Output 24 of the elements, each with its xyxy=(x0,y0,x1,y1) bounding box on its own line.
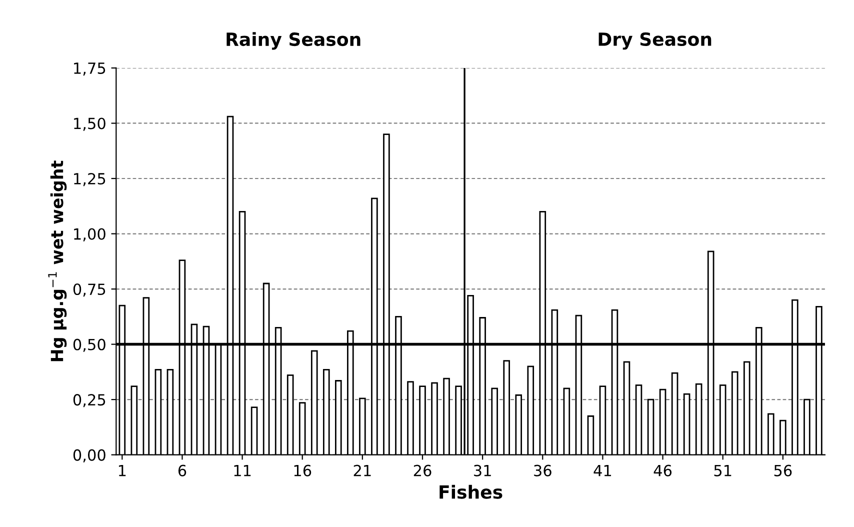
x-tick-label: 41 xyxy=(594,464,612,476)
x-tick-label: 31 xyxy=(474,464,491,476)
x-tick-label: 36 xyxy=(534,464,552,476)
y-tick-label: 0,75 xyxy=(73,283,106,297)
x-tick-label: 56 xyxy=(774,464,792,476)
y-tick-label: 1,00 xyxy=(74,228,106,242)
y-tick-label: 0,25 xyxy=(73,394,106,408)
y-axis-title: Hg µg.g$^{−1}$ wet weight xyxy=(48,160,67,362)
x-tick-label: 51 xyxy=(714,464,732,476)
x-tick-label: 46 xyxy=(654,464,672,476)
x-tick-label: 11 xyxy=(234,464,251,476)
x-tick-label: 6 xyxy=(178,464,186,476)
y-tick-label: 0,50 xyxy=(73,338,106,352)
x-tick-label: 26 xyxy=(414,464,432,476)
y-tick-label: 1,25 xyxy=(74,172,106,186)
text: Rainy Season xyxy=(226,32,360,50)
x-tick-label: 1 xyxy=(118,464,126,476)
y-tick-label: 1,50 xyxy=(74,118,106,131)
text: Dry Season xyxy=(598,32,712,50)
x-axis-title: Fishes xyxy=(440,484,502,499)
y-tick-label: 1,75 xyxy=(74,62,106,76)
x-tick-label: 16 xyxy=(294,464,312,476)
x-tick-label: 21 xyxy=(354,464,371,476)
y-tick-label: 0,00 xyxy=(73,449,106,462)
